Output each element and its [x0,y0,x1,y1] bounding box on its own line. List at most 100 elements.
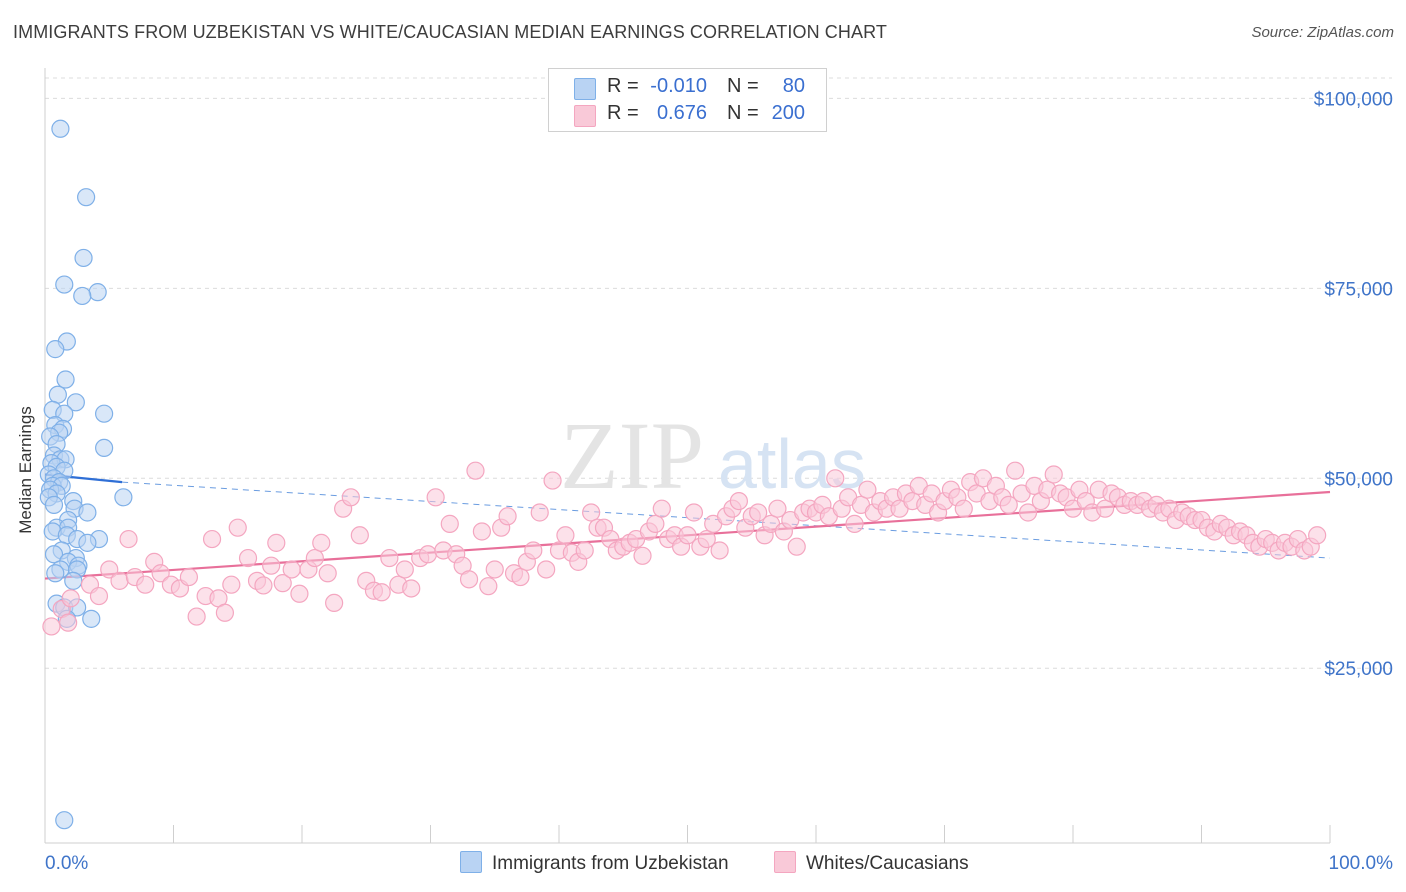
y-axis-label: Median Earnings [16,406,35,534]
bottom-legend-whites: Whites/Caucasians [774,851,969,875]
whites-point [350,526,369,545]
whites-point [729,491,749,511]
whites-point [678,526,697,545]
whites-point [325,593,344,613]
legend-r-value: -0.010 [650,75,707,97]
uzbekistan-point [78,503,97,522]
bottom-legend-uzbekistan: Immigrants from Uzbekistan [460,851,729,875]
whites-point [187,607,206,626]
uzbekistan-point [73,286,92,306]
whites-point [238,548,258,568]
uzbekistan-point [78,533,97,552]
whites-point [1018,503,1038,522]
uzbekistan-point [44,495,64,514]
whites-point [999,495,1018,514]
x-tick-label-max: 100.0% [1329,853,1394,874]
whites-point [524,541,543,560]
whites-point [826,469,845,488]
whites-point [749,503,768,522]
gridlines [45,77,1392,669]
whites-point [395,560,414,579]
whites-point [418,545,438,564]
whites-point [582,503,601,522]
whites-point [222,575,241,594]
legend-n-value: 80 [782,75,805,97]
whites-point [954,499,973,518]
whites-point [254,576,273,595]
whites-point [1044,465,1063,484]
legend-swatch-blue [574,78,596,100]
whites-point [556,526,575,545]
uzbekistan-point [51,119,70,138]
whites-point [543,471,562,490]
whites-point [136,575,155,594]
whites-point [652,499,671,518]
y-tick-label: $25,000 [1324,659,1393,680]
whites-point [511,567,530,587]
bottom-legend-swatch-blue [460,851,482,873]
whites-point [151,564,170,583]
bottom-legend-label: Whites/Caucasians [806,853,969,874]
whites-point [1096,499,1115,518]
uzbekistan-point [66,393,85,412]
whites-point [402,579,421,598]
whites-point [290,584,309,603]
whites-point [768,499,787,518]
uzbekistan-point [64,571,83,590]
legend-r-label: R = [607,75,639,97]
whites-point [459,570,479,589]
whites-point [228,518,247,537]
whites-point [845,514,864,533]
watermark-zip: ZIP [560,402,704,509]
whites-point [697,529,716,549]
watermark: ZIP atlas [560,402,866,509]
legend-swatch-pink [574,105,596,127]
whites-point [537,560,556,579]
uzbekistan-point [48,385,67,404]
uzbekistan-point [55,811,74,830]
whites-point [530,503,549,522]
whites-point [498,507,517,526]
whites-point [440,514,459,533]
uzbekistan-point [46,564,65,583]
legend-n-value: 200 [771,102,805,124]
whites-point [305,548,324,568]
whites-point [472,522,491,541]
uzbekistan-point [95,404,114,423]
whites-point [318,564,337,583]
whites-point [858,480,877,499]
whites-point [215,603,234,622]
uzbekistan-point [46,340,65,359]
whites-point [59,613,78,632]
whites-point [684,503,704,522]
whites-point [110,571,129,590]
whites-point [485,560,504,579]
whites-point [262,556,281,575]
tick-labels: $25,000 $50,000 $75,000 $100,000 0.0% 100.0% [45,89,1393,874]
whites-point [575,541,594,560]
whites-point [179,567,199,587]
whites-point [426,488,445,507]
whites-point [1006,461,1025,480]
bottom-legend-swatch-pink [774,851,796,873]
whites-point [312,533,331,552]
whites-point [710,541,729,560]
uzbekistan-point [82,609,101,628]
bottom-legend-label: Immigrants from Uzbekistan [492,853,729,874]
whites-point [119,529,138,549]
whites-point [380,548,399,568]
uzbekistan-point [88,283,107,302]
whites-point [89,586,109,606]
watermark-atlas: atlas [718,425,866,503]
y-tick-label: $75,000 [1324,279,1393,300]
legend-r-label: R = [607,102,639,124]
x-tick-label-min: 0.0% [45,853,88,874]
uzbekistan-point [77,188,96,207]
uzbekistan-point [114,488,133,507]
correlation-legend: R = -0.010 N = 80 R = 0.676 N = 200 [548,68,827,132]
whites-point [202,529,222,549]
whites-point [1308,526,1327,545]
whites-point [273,574,292,593]
legend-n-label: N = [727,75,759,97]
